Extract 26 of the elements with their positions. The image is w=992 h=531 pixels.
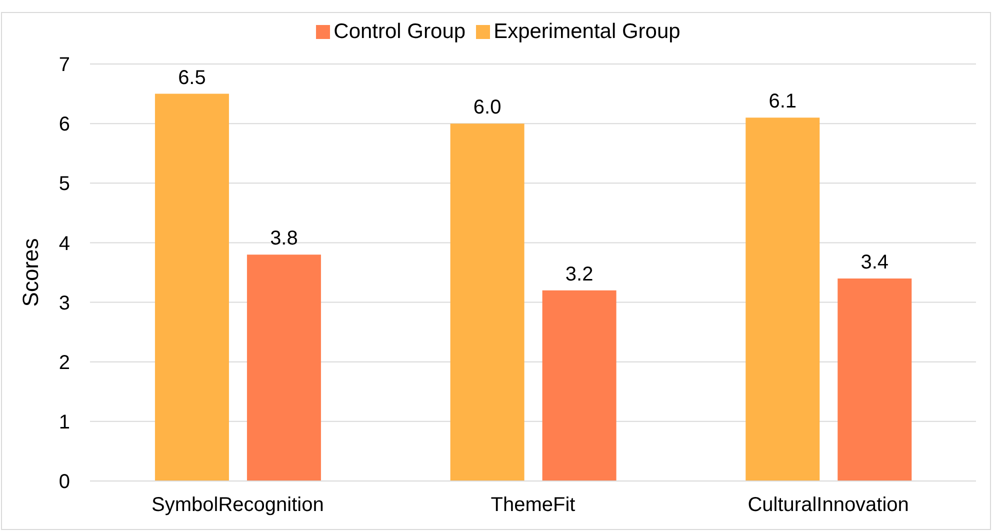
y-tick-label: 6 [58, 114, 70, 136]
data-label: 6.5 [178, 66, 206, 89]
bar [746, 118, 820, 481]
y-tick-label: 2 [58, 352, 70, 374]
data-label: 6.0 [473, 96, 502, 119]
y-tick-label: 3 [58, 292, 70, 314]
bar [154, 94, 229, 481]
bar [838, 278, 912, 481]
data-label: 3.8 [270, 228, 298, 250]
y-tick-label: 4 [58, 232, 70, 255]
y-tick-label: 0 [58, 471, 70, 494]
bar [542, 290, 616, 481]
bar [246, 254, 321, 481]
y-axis-title: Scores [18, 238, 43, 307]
data-label: 3.2 [565, 263, 594, 286]
x-tick-label: ThemeFit [490, 494, 576, 516]
x-tick-label: CulturalInnovation [748, 494, 909, 516]
legend-label: Experimental Group [494, 20, 680, 43]
legend-label: Control Group [334, 20, 466, 43]
bar [450, 124, 524, 481]
x-tick-label: SymbolRecognition [152, 494, 324, 516]
y-tick-label: 5 [58, 173, 70, 196]
y-tick-label: 1 [58, 412, 70, 434]
data-label: 6.1 [768, 90, 797, 113]
y-tick-label: 7 [58, 54, 70, 76]
data-label: 3.4 [860, 251, 889, 274]
